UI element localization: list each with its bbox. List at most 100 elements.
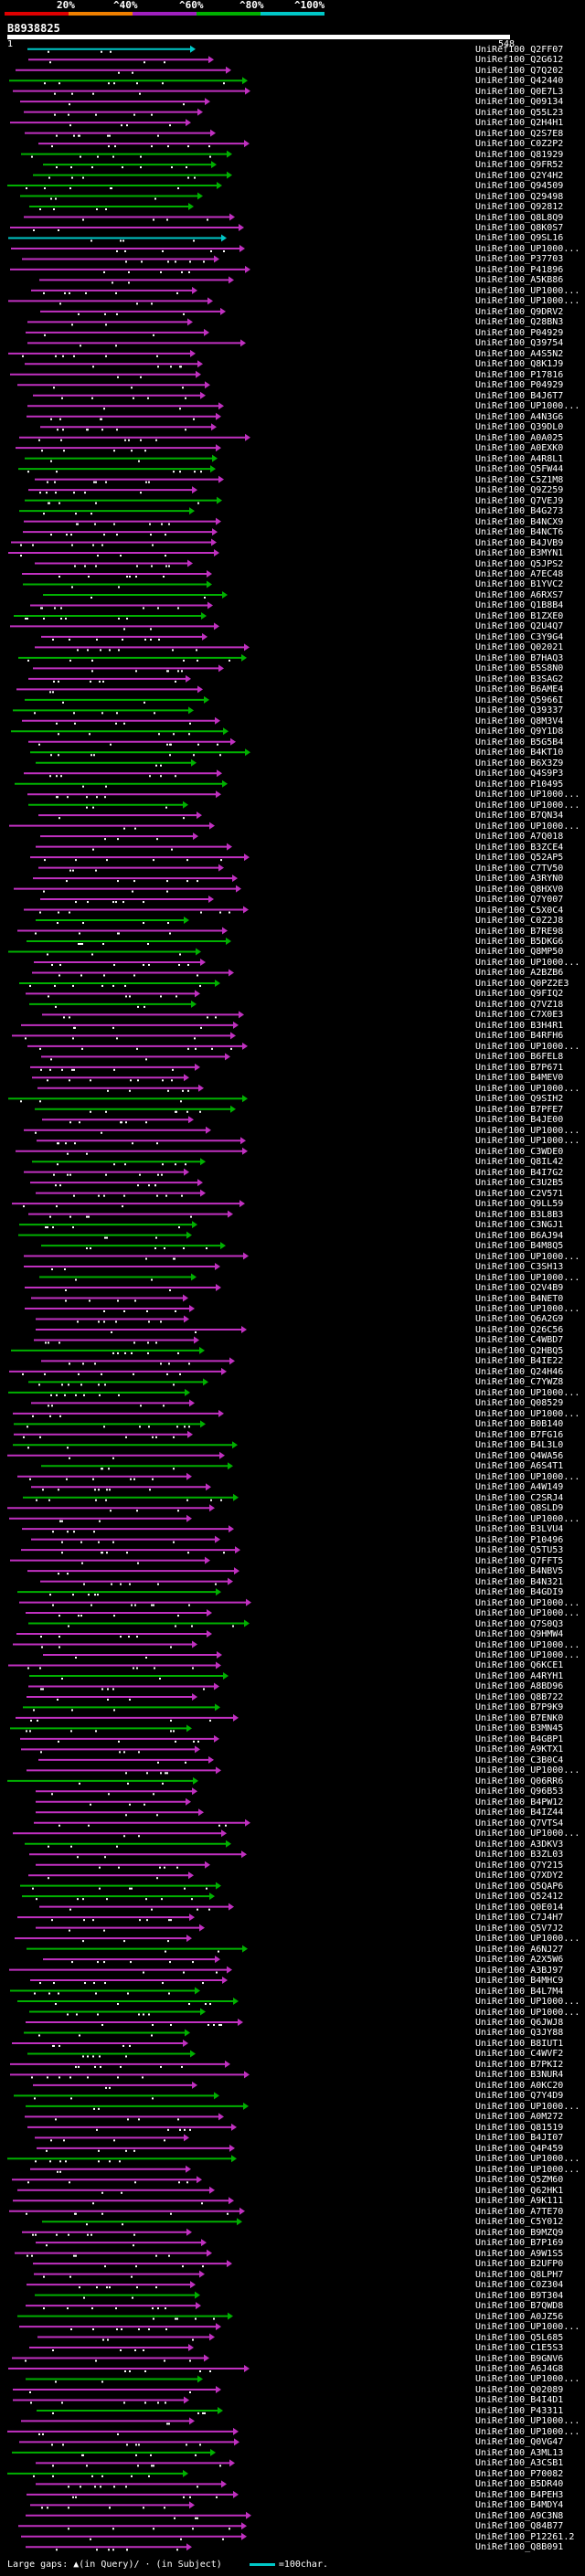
hit-label[interactable]: UniRef100_P17816 (475, 369, 564, 380)
hit-label[interactable]: UniRef100_B4J6T7 (475, 390, 564, 401)
hit-label[interactable]: UniRef100_UP1000... (475, 1997, 580, 2008)
hit-label[interactable]: UniRef100_Q5QAP6 (475, 1881, 564, 1892)
hit-label[interactable]: UniRef100_Q8HXV0 (475, 884, 564, 895)
hit-label[interactable]: UniRef100_Q81929 (475, 149, 564, 160)
hit-label[interactable]: UniRef100_Q52412 (475, 1892, 564, 1903)
hit-label[interactable]: UniRef100_B4M8Q5 (475, 1241, 564, 1252)
hit-label[interactable]: UniRef100_UP1000... (475, 243, 580, 254)
hit-label[interactable]: UniRef100_Q06RR6 (475, 1776, 564, 1786)
hit-label[interactable]: UniRef100_B4MHC9 (475, 1976, 564, 1987)
hit-label[interactable]: UniRef100_B4MEV0 (475, 1073, 564, 1084)
hit-label[interactable]: UniRef100_UP1000... (475, 2322, 580, 2333)
hit-label[interactable]: UniRef100_B4NET0 (475, 1293, 564, 1304)
hit-label[interactable]: UniRef100_B4IE22 (475, 1356, 564, 1367)
hit-label[interactable]: UniRef100_A9KTX1 (475, 1744, 564, 1755)
hit-label[interactable]: UniRef100_B6AME4 (475, 684, 564, 695)
hit-label[interactable]: UniRef100_C5Y012 (475, 2217, 564, 2228)
hit-label[interactable]: UniRef100_C7X0E3 (475, 1010, 564, 1021)
hit-label[interactable]: UniRef100_Q09134 (475, 97, 564, 108)
hit-label[interactable]: UniRef100_Q2FF07 (475, 44, 564, 55)
hit-label[interactable]: UniRef100_Q7Q202 (475, 65, 564, 76)
hit-label[interactable]: UniRef100_C7TV50 (475, 863, 564, 874)
hit-label[interactable]: UniRef100_Q42440 (475, 76, 564, 87)
hit-label[interactable]: UniRef100_P12261.2 (475, 2531, 575, 2542)
hit-label[interactable]: UniRef100_A0A025 (475, 432, 564, 443)
hit-label[interactable]: UniRef100_A4W149 (475, 1482, 564, 1493)
hit-label[interactable]: UniRef100_Q5JPS2 (475, 558, 564, 569)
hit-label[interactable]: UniRef100_Q4WA56 (475, 1450, 564, 1461)
hit-label[interactable]: UniRef100_UP1000... (475, 790, 580, 800)
hit-label[interactable]: UniRef100_B4NCT6 (475, 527, 564, 538)
hit-label[interactable]: UniRef100_Q6JWJ8 (475, 2017, 564, 2028)
hit-label[interactable]: UniRef100_C1E5S3 (475, 2343, 564, 2354)
hit-label[interactable]: UniRef100_Q29498 (475, 191, 564, 202)
hit-label[interactable]: UniRef100_B9T304 (475, 2290, 564, 2301)
hit-label[interactable]: UniRef100_UP1000... (475, 1829, 580, 1839)
hit-label[interactable]: UniRef100_Q8M3V4 (475, 716, 564, 726)
hit-label[interactable]: UniRef100_B5S8N0 (475, 663, 564, 674)
hit-label[interactable]: UniRef100_A8BD96 (475, 1681, 564, 1692)
hit-label[interactable]: UniRef100_B2UFP0 (475, 2259, 564, 2270)
hit-label[interactable]: UniRef100_B4N321 (475, 1576, 564, 1587)
hit-label[interactable]: UniRef100_UP1000... (475, 1597, 580, 1608)
hit-label[interactable]: UniRef100_Q2H4H1 (475, 118, 564, 129)
hit-label[interactable]: UniRef100_B5DKG6 (475, 936, 564, 947)
hit-label[interactable]: UniRef100_UP1000... (475, 1608, 580, 1619)
hit-label[interactable]: UniRef100_B3LVU4 (475, 1524, 564, 1535)
hit-label[interactable]: UniRef100_A7Q018 (475, 832, 564, 843)
hit-label[interactable]: UniRef100_P04929 (475, 327, 564, 338)
hit-label[interactable]: UniRef100_Q9LL59 (475, 1199, 564, 1210)
hit-label[interactable]: UniRef100_UP1000... (475, 2374, 580, 2385)
hit-label[interactable]: UniRef100_A4N3G6 (475, 411, 564, 422)
hit-label[interactable]: UniRef100_A0M272 (475, 2112, 564, 2123)
hit-label[interactable]: UniRef100_C4WBD7 (475, 1335, 564, 1346)
hit-label[interactable]: UniRef100_A3ML13 (475, 2447, 564, 2458)
hit-label[interactable]: UniRef100_B4L3L0 (475, 1440, 564, 1451)
hit-label[interactable]: UniRef100_Q9FIQ2 (475, 989, 564, 1000)
hit-label[interactable]: UniRef100_B5DR40 (475, 2479, 564, 2490)
hit-label[interactable]: UniRef100_C0Z304 (475, 2280, 564, 2291)
hit-label[interactable]: UniRef100_UP1000... (475, 1650, 580, 1660)
hit-label[interactable]: UniRef100_A6S4T1 (475, 1461, 564, 1472)
hit-label[interactable]: UniRef100_A3RYN0 (475, 874, 564, 885)
hit-label[interactable]: UniRef100_B7QN34 (475, 811, 564, 822)
hit-label[interactable]: UniRef100_Q3JY88 (475, 2028, 564, 2039)
hit-label[interactable]: UniRef100_C3B0C4 (475, 1754, 564, 1765)
hit-label[interactable]: UniRef100_Q5ZM60 (475, 2175, 564, 2186)
hit-label[interactable]: UniRef100_Q9SIH2 (475, 1094, 564, 1105)
hit-label[interactable]: UniRef100_B4I4D1 (475, 2395, 564, 2406)
hit-label[interactable]: UniRef100_P04929 (475, 380, 564, 391)
hit-label[interactable]: UniRef100_Q96B53 (475, 1786, 564, 1797)
hit-label[interactable]: UniRef100_Q55L23 (475, 107, 564, 118)
hit-label[interactable]: UniRef100_UP1000... (475, 2426, 580, 2437)
hit-label[interactable]: UniRef100_UP1000... (475, 2101, 580, 2112)
hit-label[interactable]: UniRef100_UP1000... (475, 1125, 580, 1136)
hit-label[interactable]: UniRef100_UP1000... (475, 1765, 580, 1776)
hit-label[interactable]: UniRef100_Q8B091 (475, 2542, 564, 2553)
hit-label[interactable]: UniRef100_B3SAG2 (475, 673, 564, 684)
hit-label[interactable]: UniRef100_C4WVF2 (475, 2049, 564, 2060)
hit-label[interactable]: UniRef100_B4GDI9 (475, 1587, 564, 1598)
hit-label[interactable]: UniRef100_B4L7M4 (475, 1986, 564, 1997)
hit-label[interactable]: UniRef100_B1YVC2 (475, 579, 564, 590)
hit-label[interactable]: UniRef100_B4MDY4 (475, 2500, 564, 2511)
hit-label[interactable]: UniRef100_A7TE70 (475, 2206, 564, 2217)
hit-label[interactable]: UniRef100_B7P671 (475, 1062, 564, 1073)
hit-label[interactable]: UniRef100_B7PFE7 (475, 1104, 564, 1115)
hit-label[interactable]: UniRef100_Q7FFT5 (475, 1555, 564, 1566)
hit-label[interactable]: UniRef100_B4KT10 (475, 747, 564, 758)
hit-label[interactable]: UniRef100_Q0E014 (475, 1902, 564, 1913)
hit-label[interactable]: UniRef100_B8IUT1 (475, 2038, 564, 2049)
hit-label[interactable]: UniRef100_UP1000... (475, 1934, 580, 1945)
hit-label[interactable]: UniRef100_UP1000... (475, 2154, 580, 2165)
hit-label[interactable]: UniRef100_B0B140 (475, 1419, 564, 1430)
hit-label[interactable]: UniRef100_UP1000... (475, 800, 580, 811)
hit-label[interactable]: UniRef100_C7YWZ8 (475, 1377, 564, 1388)
hit-label[interactable]: UniRef100_A9K111 (475, 2196, 564, 2207)
hit-label[interactable]: UniRef100_Q6KCE1 (475, 1660, 564, 1671)
hit-label[interactable]: UniRef100_C3U2B5 (475, 1178, 564, 1189)
hit-label[interactable]: UniRef100_Q24H46 (475, 1366, 564, 1377)
hit-label[interactable]: UniRef100_UP1000... (475, 1136, 580, 1147)
hit-label[interactable]: UniRef100_UP1000... (475, 401, 580, 412)
hit-label[interactable]: UniRef100_C3NGJ1 (475, 1220, 564, 1231)
